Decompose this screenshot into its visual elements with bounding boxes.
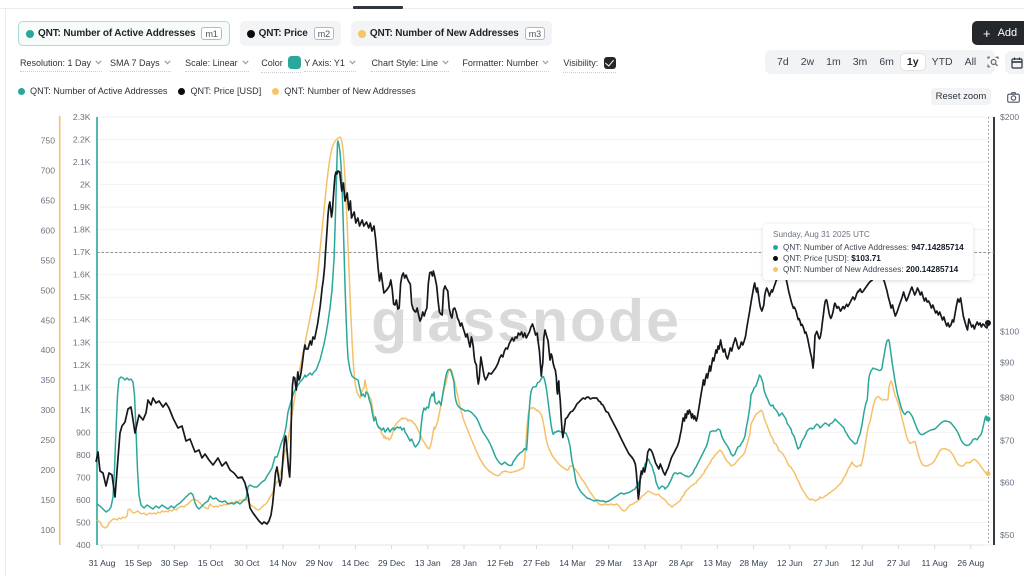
svg-text:700: 700 — [76, 472, 91, 482]
svg-text:2.2K: 2.2K — [73, 135, 91, 145]
svg-text:100: 100 — [41, 525, 56, 535]
svg-text:glassnode: glassnode — [371, 288, 681, 354]
svg-text:600: 600 — [76, 495, 91, 505]
svg-text:31 Aug: 31 Aug — [89, 558, 116, 568]
svg-text:650: 650 — [41, 196, 56, 206]
svg-text:$200: $200 — [1000, 112, 1019, 122]
svg-text:600: 600 — [41, 226, 56, 236]
svg-text:15 Oct: 15 Oct — [198, 558, 224, 568]
svg-text:$60: $60 — [1000, 477, 1015, 487]
svg-text:200: 200 — [41, 465, 56, 475]
svg-text:12 Jul: 12 Jul — [851, 558, 874, 568]
svg-text:1.3K: 1.3K — [73, 337, 91, 347]
svg-text:2.3K: 2.3K — [73, 112, 91, 122]
svg-text:27 Jun: 27 Jun — [813, 558, 839, 568]
svg-text:700: 700 — [41, 166, 56, 176]
svg-text:1.9K: 1.9K — [73, 202, 91, 212]
svg-text:450: 450 — [41, 315, 56, 325]
svg-text:30 Sep: 30 Sep — [161, 558, 188, 568]
svg-text:250: 250 — [41, 435, 56, 445]
svg-text:14 Nov: 14 Nov — [269, 558, 297, 568]
svg-text:$100: $100 — [1000, 327, 1019, 337]
svg-text:1.6K: 1.6K — [73, 270, 91, 280]
svg-text:13 Jan: 13 Jan — [415, 558, 441, 568]
svg-text:12 Feb: 12 Feb — [487, 558, 514, 568]
svg-text:28 Apr: 28 Apr — [669, 558, 694, 568]
svg-text:14 Mar: 14 Mar — [559, 558, 586, 568]
svg-text:550: 550 — [41, 255, 56, 265]
svg-text:27 Jul: 27 Jul — [887, 558, 910, 568]
svg-text:1.1K: 1.1K — [73, 382, 91, 392]
svg-text:350: 350 — [41, 375, 56, 385]
svg-text:1.7K: 1.7K — [73, 247, 91, 257]
svg-text:400: 400 — [76, 540, 91, 550]
svg-text:$90: $90 — [1000, 358, 1015, 368]
svg-text:29 Dec: 29 Dec — [378, 558, 406, 568]
svg-text:14 Dec: 14 Dec — [342, 558, 370, 568]
svg-text:13 Apr: 13 Apr — [633, 558, 658, 568]
svg-text:$50: $50 — [1000, 530, 1015, 540]
svg-text:$70: $70 — [1000, 435, 1015, 445]
svg-text:800: 800 — [76, 450, 91, 460]
svg-text:28 May: 28 May — [740, 558, 769, 568]
svg-text:1.5K: 1.5K — [73, 292, 91, 302]
svg-text:150: 150 — [41, 495, 56, 505]
svg-text:1.8K: 1.8K — [73, 225, 91, 235]
svg-text:15 Sep: 15 Sep — [125, 558, 152, 568]
svg-text:2K: 2K — [80, 180, 91, 190]
svg-text:1K: 1K — [80, 405, 91, 415]
svg-text:500: 500 — [41, 285, 56, 295]
svg-text:2.1K: 2.1K — [73, 157, 91, 167]
svg-text:1.2K: 1.2K — [73, 360, 91, 370]
svg-text:27 Feb: 27 Feb — [523, 558, 550, 568]
svg-text:750: 750 — [41, 136, 56, 146]
svg-text:1.4K: 1.4K — [73, 315, 91, 325]
svg-text:26 Aug: 26 Aug — [957, 558, 984, 568]
svg-text:29 Nov: 29 Nov — [306, 558, 334, 568]
svg-text:28 Jan: 28 Jan — [451, 558, 477, 568]
svg-text:300: 300 — [41, 405, 56, 415]
svg-text:11 Aug: 11 Aug — [922, 558, 948, 568]
svg-text:13 May: 13 May — [703, 558, 732, 568]
svg-text:30 Oct: 30 Oct — [234, 558, 260, 568]
svg-text:12 Jun: 12 Jun — [777, 558, 803, 568]
svg-text:29 Mar: 29 Mar — [595, 558, 622, 568]
svg-text:$80: $80 — [1000, 393, 1015, 403]
svg-text:900: 900 — [76, 427, 91, 437]
svg-text:500: 500 — [76, 518, 91, 528]
svg-text:400: 400 — [41, 345, 56, 355]
